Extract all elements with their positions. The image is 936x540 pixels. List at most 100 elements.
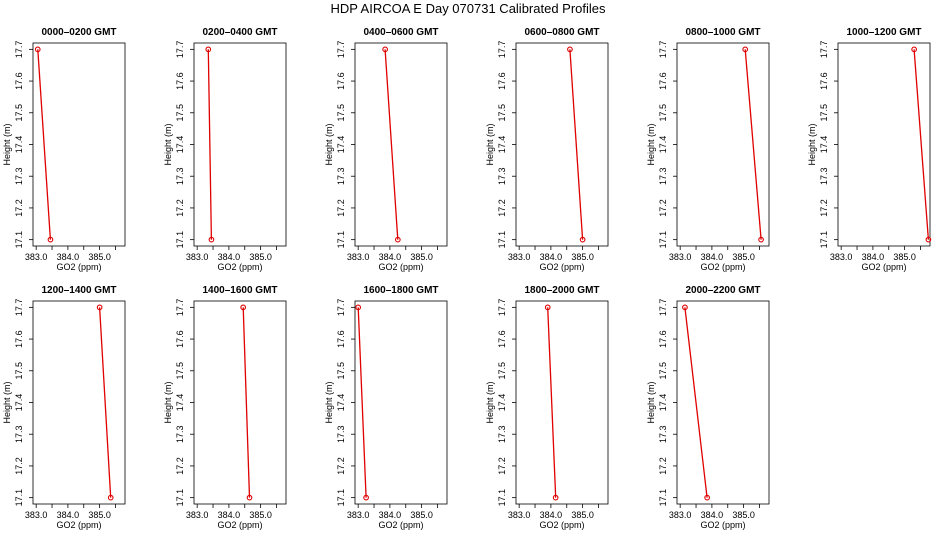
x-axis-label: GO2 (ppm) xyxy=(217,520,262,530)
plot-frame xyxy=(354,42,448,247)
x-tick-label: 383.0 xyxy=(508,252,531,262)
y-tick-label: 17.4 xyxy=(497,394,507,412)
x-axis-label: GO2 (ppm) xyxy=(217,262,262,272)
y-axis-label: Height (m) xyxy=(485,381,495,423)
x-tick-label: 384.0 xyxy=(862,252,885,262)
y-tick-label: 17.3 xyxy=(658,167,668,185)
data-point xyxy=(107,494,114,501)
x-tick-label: 385.0 xyxy=(893,252,916,262)
data-point xyxy=(567,46,573,53)
y-tick-label: 17.7 xyxy=(658,299,668,317)
x-tick-label: 383.0 xyxy=(186,510,209,520)
y-tick-label: 17.2 xyxy=(658,457,668,475)
y-tick-label: 17.3 xyxy=(336,167,346,185)
x-axis-label: GO2 (ppm) xyxy=(861,262,906,272)
series-line xyxy=(37,49,52,240)
y-tick-label: 17.3 xyxy=(658,425,668,443)
y-tick-label: 17.5 xyxy=(14,104,24,122)
panel-title: 2000–2200 GMT xyxy=(685,285,760,296)
x-tick-label: 384.0 xyxy=(57,252,80,262)
series-line xyxy=(547,307,557,498)
y-tick-label: 17.3 xyxy=(175,167,185,185)
profile-panel: 1400–1600 GMT 383.0 384.0 385.0 17.1 17.2 17.3… xyxy=(163,285,287,530)
profile-panel: 2000–2200 GMT 383.0 384.0 385.0 17.1 17.2 17.3… xyxy=(646,285,770,530)
y-tick-label: 17.1 xyxy=(336,489,346,507)
y-tick-label: 17.7 xyxy=(14,41,24,59)
x-tick-label: 383.0 xyxy=(347,510,370,520)
y-axis-label: Height (m) xyxy=(646,381,656,423)
y-axis-label: Height (m) xyxy=(485,123,495,165)
x-tick-label: 384.0 xyxy=(701,252,724,262)
profile-panel: 0400–0600 GMT 383.0 384.0 385.0 17.1 17.2 17.3… xyxy=(324,27,448,272)
x-tick-label: 384.0 xyxy=(540,252,563,262)
y-tick-label: 17.6 xyxy=(14,72,24,90)
y-tick-label: 17.2 xyxy=(14,199,24,217)
y-axis-label: Height (m) xyxy=(324,381,334,423)
x-axis-label: GO2 (ppm) xyxy=(378,262,423,272)
panel-title: 1200–1400 GMT xyxy=(41,285,116,296)
y-tick-label: 17.2 xyxy=(497,457,507,475)
data-point xyxy=(682,304,688,311)
x-tick-label: 383.0 xyxy=(25,252,48,262)
x-tick-label: 383.0 xyxy=(186,252,209,262)
profile-panel: 0200–0400 GMT 383.0 384.0 385.0 17.1 17.2 17.3… xyxy=(163,27,287,272)
y-tick-label: 17.5 xyxy=(14,362,24,380)
y-tick-label: 17.6 xyxy=(497,72,507,90)
panel-title: 0800–1000 GMT xyxy=(685,27,760,38)
y-tick-label: 17.1 xyxy=(658,489,668,507)
x-tick-label: 384.0 xyxy=(540,510,563,520)
plot-frame xyxy=(676,300,770,505)
y-tick-label: 17.7 xyxy=(336,299,346,317)
data-point xyxy=(544,304,551,311)
x-tick-label: 385.0 xyxy=(571,252,594,262)
y-tick-label: 17.6 xyxy=(336,330,346,348)
x-tick-label: 384.0 xyxy=(218,252,241,262)
data-point xyxy=(704,494,710,501)
series-line xyxy=(207,49,213,240)
y-tick-label: 17.6 xyxy=(336,72,346,90)
data-point xyxy=(208,236,215,243)
y-tick-label: 17.2 xyxy=(336,457,346,475)
panel-title: 1800–2000 GMT xyxy=(524,285,599,296)
y-tick-label: 17.4 xyxy=(175,394,185,412)
y-tick-label: 17.5 xyxy=(658,104,668,122)
y-tick-label: 17.7 xyxy=(175,41,185,59)
x-tick-label: 383.0 xyxy=(508,510,531,520)
x-tick-label: 383.0 xyxy=(669,252,692,262)
y-tick-label: 17.2 xyxy=(658,199,668,217)
series-line xyxy=(357,307,367,498)
y-tick-label: 17.1 xyxy=(14,231,24,249)
series-line xyxy=(913,49,930,240)
y-tick-label: 17.4 xyxy=(14,394,24,412)
y-tick-label: 17.1 xyxy=(658,231,668,249)
x-tick-label: 385.0 xyxy=(410,252,433,262)
y-tick-label: 17.5 xyxy=(497,362,507,380)
y-tick-label: 17.4 xyxy=(336,394,346,412)
y-tick-label: 17.3 xyxy=(819,167,829,185)
y-tick-label: 17.6 xyxy=(658,330,668,348)
data-point xyxy=(742,46,749,53)
y-tick-label: 17.2 xyxy=(336,199,346,217)
panel-title: 0000–0200 GMT xyxy=(41,27,116,38)
y-tick-label: 17.6 xyxy=(658,72,668,90)
y-tick-label: 17.7 xyxy=(175,299,185,317)
data-point xyxy=(579,236,586,243)
plot-frame xyxy=(354,300,448,505)
y-tick-label: 17.3 xyxy=(497,167,507,185)
data-point xyxy=(246,494,253,501)
y-tick-label: 17.1 xyxy=(175,489,185,507)
series-line xyxy=(98,307,112,498)
panel-title: 1000–1200 GMT xyxy=(846,27,921,38)
profile-panel: 1800–2000 GMT 383.0 384.0 385.0 17.1 17.2 17.3… xyxy=(485,285,609,530)
x-tick-label: 383.0 xyxy=(347,252,370,262)
y-tick-label: 17.2 xyxy=(175,199,185,217)
y-axis-label: Height (m) xyxy=(324,123,334,165)
data-point xyxy=(96,304,103,311)
x-tick-label: 385.0 xyxy=(249,510,272,520)
series-line xyxy=(569,49,584,240)
y-tick-label: 17.2 xyxy=(14,457,24,475)
y-tick-label: 17.2 xyxy=(175,457,185,475)
x-tick-label: 385.0 xyxy=(249,252,272,262)
panel-title: 0600–0800 GMT xyxy=(524,27,599,38)
y-tick-label: 17.3 xyxy=(175,425,185,443)
